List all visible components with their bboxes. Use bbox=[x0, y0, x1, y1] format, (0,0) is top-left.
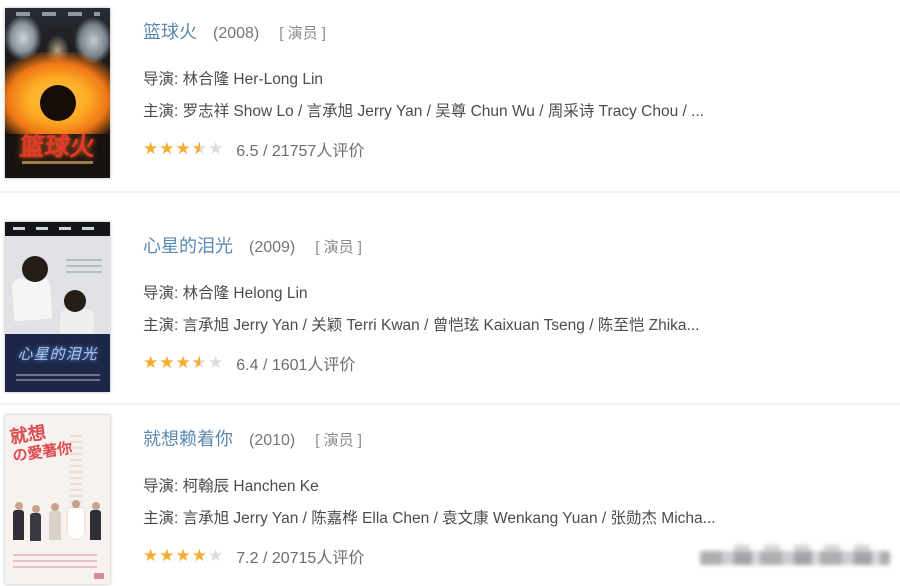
movie-list-item: 篮球火 篮球火 (2008) [ 演员 ] 导演: 林合隆 Her-Long Lin… bbox=[0, 8, 900, 188]
star-rating: ★★★★★ bbox=[143, 139, 224, 159]
director-line: 导演: 林合隆 Her-Long Lin bbox=[143, 67, 892, 89]
bride-figure-art bbox=[68, 499, 84, 539]
cast-names: 言承旭 Jerry Yan / 关颖 Terri Kwan / 曾恺玹 Kaix… bbox=[182, 317, 700, 334]
movie-year: (2010) bbox=[249, 432, 296, 449]
star-icon: ★ bbox=[191, 546, 208, 565]
poster-title-art: 篮球火 bbox=[18, 133, 97, 161]
cast-label: 主演: bbox=[143, 103, 179, 120]
poster-text-art bbox=[13, 554, 98, 571]
movie-poster[interactable]: 就想 の愛著你 bbox=[5, 415, 110, 584]
director-label: 导演: bbox=[143, 285, 179, 302]
movie-role: [ 演员 ] bbox=[315, 239, 362, 256]
director-line: 导演: 柯翰辰 Hanchen Ke bbox=[143, 474, 892, 496]
movie-title-link[interactable]: 就想赖着你 bbox=[143, 429, 233, 449]
director-label: 导演: bbox=[143, 71, 179, 88]
cast-label: 主演: bbox=[143, 317, 179, 334]
movie-poster[interactable]: 篮球火 bbox=[5, 8, 110, 178]
basketball-art bbox=[39, 84, 76, 121]
director-label: 导演: bbox=[143, 478, 179, 495]
poster-subtitle-art bbox=[15, 373, 100, 383]
figure-art bbox=[49, 503, 62, 541]
poster-logo-art bbox=[93, 572, 104, 579]
movie-title-link[interactable]: 心星的泪光 bbox=[143, 236, 233, 256]
movie-role: [ 演员 ] bbox=[315, 432, 362, 449]
cast-line: 主演: 罗志祥 Show Lo / 言承旭 Jerry Yan / 吴尊 Chu… bbox=[143, 99, 892, 121]
star-icon: ★ bbox=[143, 546, 160, 565]
cast-line: 主演: 言承旭 Jerry Yan / 陈嘉桦 Ella Chen / 袁文康 … bbox=[143, 506, 892, 528]
figure-head-art bbox=[21, 256, 48, 282]
rating-text: 6.4 / 1601人评价 bbox=[236, 357, 356, 374]
director-names: 林合隆 Her-Long Lin bbox=[182, 71, 324, 88]
movie-poster[interactable]: 心星的泪光 bbox=[5, 222, 110, 392]
star-icon: ★ bbox=[175, 139, 192, 158]
figure-art bbox=[90, 501, 102, 540]
movie-title-link[interactable]: 篮球火 bbox=[143, 22, 197, 42]
rating-row: ★★★★★6.5 / 21757人评价 bbox=[143, 137, 364, 161]
star-icon: ★ bbox=[159, 139, 176, 158]
rating-text: 6.5 / 21757人评价 bbox=[236, 143, 365, 160]
figure-head-art bbox=[63, 290, 86, 312]
item-divider bbox=[0, 403, 900, 405]
poster-subtitle-art bbox=[21, 161, 94, 164]
star-icon: ★ bbox=[143, 139, 160, 158]
poster-title-art: 就想 の愛著你 bbox=[9, 419, 74, 465]
poster-credits-art bbox=[15, 12, 100, 16]
watermark bbox=[700, 545, 890, 569]
poster-bottom-art: 心星的泪光 bbox=[5, 334, 110, 392]
movie-list-item: 就想 の愛著你 就想赖着你 (2010) [ 演员 ] 导演: 柯翰辰 Hanche… bbox=[0, 415, 900, 586]
rating-row: ★★★★★ 7.2 / 20715人评价 bbox=[143, 544, 364, 568]
movie-year: (2009) bbox=[249, 239, 296, 256]
movie-list-item: 心星的泪光 心星的泪光 (2009) [ 演员 ] 导演: 林合隆 Helong L… bbox=[0, 222, 900, 402]
star-icon: ★ bbox=[159, 546, 176, 565]
director-names: 柯翰辰 Hanchen Ke bbox=[182, 478, 319, 495]
star-icon: ★ bbox=[175, 546, 192, 565]
star-icon: ★ bbox=[175, 353, 192, 372]
star-icon: ★ bbox=[192, 353, 208, 372]
poster-title-art: 心星的泪光 bbox=[17, 346, 98, 364]
star-icon: ★ bbox=[159, 353, 176, 372]
cast-names: 罗志祥 Show Lo / 言承旭 Jerry Yan / 吴尊 Chun Wu… bbox=[182, 103, 705, 120]
star-icon: ★ bbox=[208, 546, 225, 565]
star-rating: ★★★★★ bbox=[143, 353, 224, 373]
director-names: 林合隆 Helong Lin bbox=[182, 285, 308, 302]
rating-text: 7.2 / 20715人评价 bbox=[236, 550, 365, 567]
cast-label: 主演: bbox=[143, 510, 179, 527]
movie-year: (2008) bbox=[213, 25, 260, 42]
star-icon: ★ bbox=[208, 139, 225, 158]
movie-role: [ 演员 ] bbox=[279, 25, 326, 42]
star-icon: ★ bbox=[143, 353, 160, 372]
star-icon: ★ bbox=[208, 353, 225, 372]
item-divider bbox=[0, 191, 900, 193]
tower-art bbox=[70, 435, 83, 517]
director-line: 导演: 林合隆 Helong Lin bbox=[143, 281, 892, 303]
poster-credits-art bbox=[5, 222, 110, 236]
figure-art bbox=[13, 501, 25, 540]
poster-tagline-art bbox=[65, 259, 102, 274]
star-icon: ★ bbox=[192, 139, 208, 158]
rating-row: ★★★★★6.4 / 1601人评价 bbox=[143, 351, 355, 375]
figure-art bbox=[30, 505, 42, 542]
cast-names: 言承旭 Jerry Yan / 陈嘉桦 Ella Chen / 袁文康 Wenk… bbox=[182, 510, 716, 527]
cast-line: 主演: 言承旭 Jerry Yan / 关颖 Terri Kwan / 曾恺玹 … bbox=[143, 313, 892, 335]
figure-art bbox=[11, 276, 53, 322]
star-rating: ★★★★★ bbox=[143, 546, 224, 566]
